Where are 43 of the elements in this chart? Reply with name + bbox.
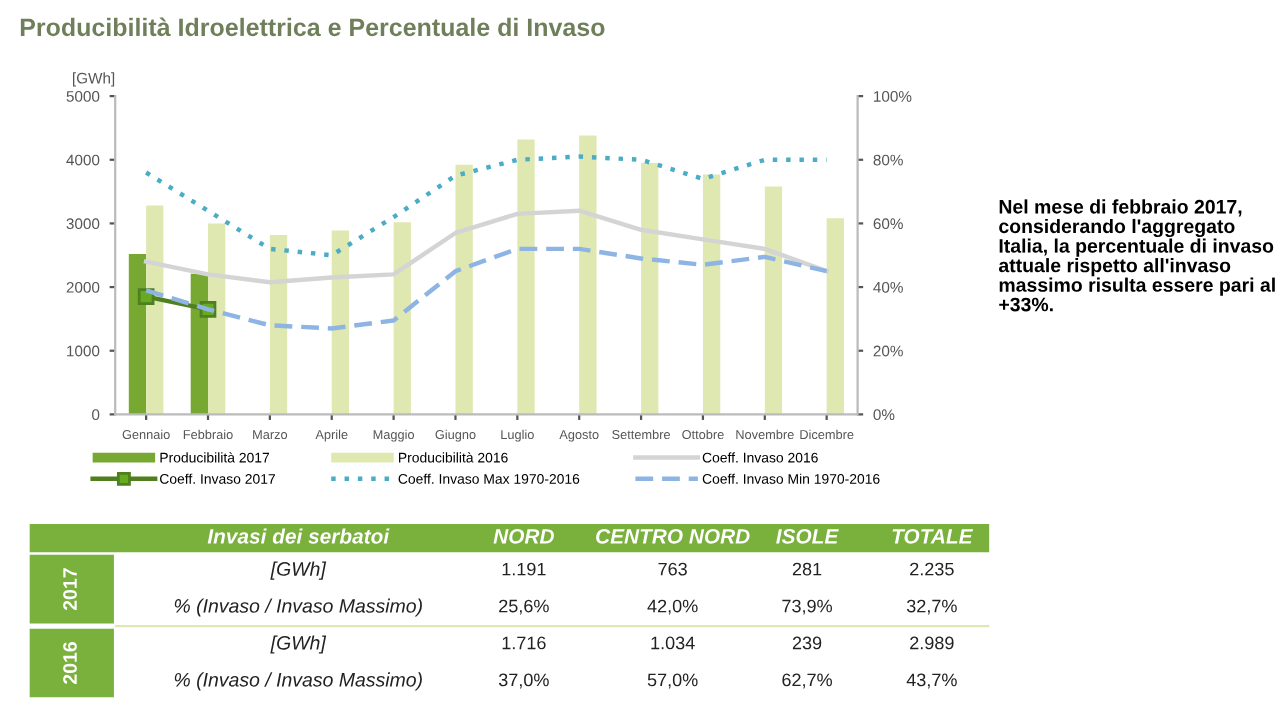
text: 281 [792,562,822,576]
text: % (Invaso / Invaso Massimo) [174,598,422,617]
text: % (Invaso / Invaso Massimo) [174,672,422,691]
text: 62,7% [782,673,832,689]
bar [269,234,288,415]
text: 2.989 [910,636,954,650]
text: 57,0% [647,673,698,689]
text: 1.191 [502,562,546,576]
category-label: Invasi dei serbatoi [207,528,390,544]
bar [702,174,721,415]
text: 239 [792,636,822,650]
bar [393,222,411,415]
category-label: 2016 [63,642,77,684]
bar [128,253,147,415]
text: 25,6% [499,599,549,615]
text: 1.034 [651,636,695,650]
bar [764,186,783,415]
category-label: ISOLE [776,528,839,544]
text: 73,9% [782,599,832,615]
bar [826,218,844,415]
category-label: 2017 [63,568,77,611]
chart-title: Producibilità Idroelettrica e Percentuale di Invaso [20,17,605,37]
text: 2.235 [910,562,954,576]
bar [641,162,659,415]
text: Nel mese di febbraio 2017, considerando l'aggregato Italia, la percentuale di invaso attuale rispetto all'invaso massimo risulta essere pari al +33%. [998,199,1275,312]
category-label: TOTALE [892,528,974,544]
category-label: NORD [493,528,554,544]
line-series [143,154,829,258]
text: 763 [658,562,687,576]
bar [208,223,226,415]
text: [GWh] [270,561,327,580]
category-label: CENTRO NORD [596,528,750,544]
text: 32,7% [906,599,957,615]
text: 43,7% [906,673,957,689]
line-series [143,208,829,285]
text: 37,0% [498,673,549,689]
bar [579,135,597,415]
text: 1.716 [502,636,546,650]
bar [517,139,535,415]
text: [GWh] [270,635,327,654]
text: 42,0% [647,599,698,615]
bar [331,230,350,415]
bar [455,164,473,415]
